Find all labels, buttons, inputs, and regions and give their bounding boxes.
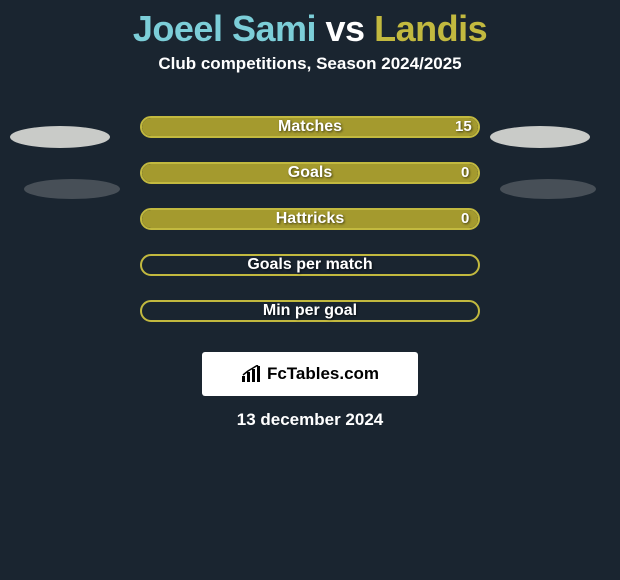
badge-text: FcTables.com (267, 364, 379, 384)
stat-row: Min per goal (0, 288, 620, 334)
bar-track (140, 254, 480, 276)
player1-name: Joeel Sami (133, 8, 316, 49)
bar-fill-player1 (142, 118, 478, 136)
stat-row: Hattricks0 (0, 196, 620, 242)
vs-text: vs (326, 8, 365, 49)
bar-track (140, 208, 480, 230)
decorative-ellipse (500, 179, 596, 199)
bar-track (140, 162, 480, 184)
decorative-ellipse (490, 126, 590, 148)
source-badge: FcTables.com (202, 352, 418, 396)
bar-fill-player1 (142, 210, 478, 228)
player2-name: Landis (374, 8, 487, 49)
bar-fill-player1 (142, 164, 478, 182)
bar-track (140, 300, 480, 322)
decorative-ellipse (10, 126, 110, 148)
date-text: 13 december 2024 (0, 410, 620, 430)
chart-icon (241, 365, 261, 383)
comparison-title: Joeel Sami vs Landis (0, 0, 620, 54)
subtitle: Club competitions, Season 2024/2025 (0, 54, 620, 74)
bar-track (140, 116, 480, 138)
stat-row: Goals per match (0, 242, 620, 288)
decorative-ellipse (24, 179, 120, 199)
